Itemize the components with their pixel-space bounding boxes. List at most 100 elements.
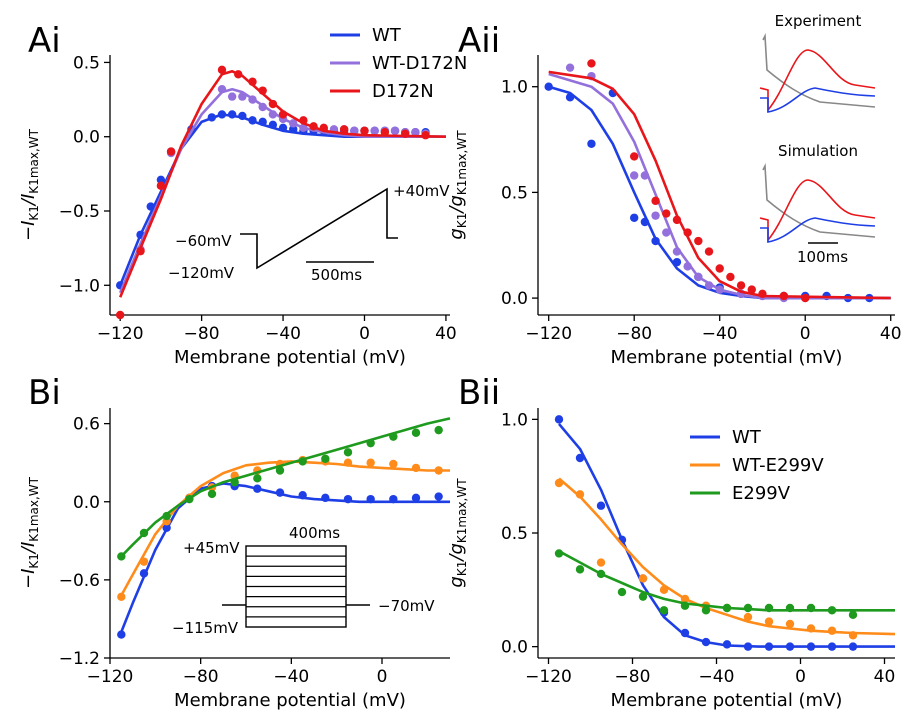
data-point-wt-d172n (390, 126, 400, 135)
legend-label: D172N (372, 81, 434, 102)
data-point-wt (722, 640, 732, 649)
data-point-wt (343, 494, 353, 504)
inset-trace-grey (762, 32, 876, 108)
y-tick-label: 0.5 (501, 524, 528, 544)
figure-annotations: −60mV −120mV +40mV 500ms Experiment Simulatio… (168, 12, 876, 637)
data-point-wt (565, 93, 575, 102)
data-point-wt-e299v (575, 490, 585, 499)
y-axis-label: −IK1/IK1max,WT (18, 128, 41, 241)
data-point-wt (156, 175, 166, 184)
x-axis-label: Membrane potential (mV) (611, 690, 843, 711)
series-line-wt (120, 482, 450, 633)
inset-trace-grey (762, 162, 876, 238)
data-point-wt (389, 494, 398, 504)
y-tick-label: 0.6 (73, 415, 100, 435)
data-point-wt-d172n (640, 171, 650, 180)
data-point-wt (848, 642, 858, 651)
ramp-protocol-trace (240, 187, 398, 270)
y-label-sub1: K1 (455, 561, 469, 577)
data-point-wt-e299v (659, 585, 669, 595)
panel-label: Aii (458, 21, 500, 61)
data-point-wt (321, 493, 330, 503)
legend-label: WT-E299V (732, 455, 824, 476)
protocol-bottom-label: −115mV (172, 619, 239, 637)
protocol-label-start: −120mV (168, 264, 235, 282)
panel-bi: Bi −120 −80 −40 0 0.6 0.0 −0.6 −1.2 Membrane pote… (18, 373, 451, 711)
data-point-wt-d172n (299, 123, 308, 132)
data-point-wt (785, 642, 795, 651)
y-tick-label: −0.6 (59, 571, 100, 591)
data-point-wt (275, 488, 285, 497)
data-point-wt-d172n (411, 128, 420, 137)
inset-trace-red (759, 179, 876, 243)
data-point-wt (207, 113, 216, 122)
x-axis-label: Membrane potential (mV) (611, 347, 843, 368)
data-point-d172n (319, 123, 328, 132)
data-point-d172n (704, 247, 714, 256)
data-point-wt (366, 494, 375, 504)
data-point-d172n (299, 116, 308, 125)
data-point-d172n (779, 291, 789, 301)
legend-label: WT-D172N (372, 53, 467, 74)
series-line-e299v (558, 550, 895, 612)
data-point-wt-e299v (554, 478, 564, 488)
data-point-wt (227, 110, 237, 119)
data-point-d172n (715, 264, 724, 273)
data-point-e299v (389, 432, 398, 441)
data-point-e299v (596, 569, 606, 579)
legend-label: WT (372, 25, 402, 46)
data-point-wt (743, 642, 753, 651)
data-point-e299v (722, 603, 732, 613)
data-point-wt-d172n (227, 92, 237, 101)
data-point-wt-d172n (704, 281, 714, 290)
data-point-e299v (617, 587, 627, 597)
series-line-d172n (118, 70, 446, 298)
data-point-wt-e299v (366, 458, 375, 467)
data-point-d172n (380, 128, 390, 137)
data-point-d172n (736, 281, 746, 290)
data-point-e299v (764, 603, 774, 613)
y-axis-label: gK1/gK1max,WT (446, 478, 469, 588)
data-point-wt-e299v (806, 624, 816, 633)
x-tick-label: −120 (525, 324, 572, 344)
data-point-d172n (651, 196, 660, 206)
protocol-hold-label: −70mV (378, 597, 435, 615)
data-point-d172n (694, 236, 703, 246)
data-point-wt-d172n (683, 262, 692, 271)
data-point-e299v (659, 606, 669, 615)
x-tick-label: −120 (87, 667, 134, 687)
panel-label: Bi (28, 373, 61, 413)
inset-title: Simulation (778, 142, 858, 160)
data-point-d172n (726, 272, 735, 282)
y-tick-label: −1.0 (59, 276, 100, 296)
data-point-e299v (253, 474, 262, 483)
data-point-d172n (401, 129, 410, 138)
y-label-sub2: K1max,WT (455, 130, 469, 195)
y-tick-label: 0.0 (73, 493, 100, 513)
data-point-wt (554, 415, 564, 424)
data-point-wt (672, 257, 682, 267)
y-tick-label: 0.0 (501, 638, 528, 658)
panel-ai: Ai −120 −80 −40 0 40 0.5 0.0 −0.5 −1.0 Membrane po… (18, 21, 467, 368)
data-point-wt (268, 120, 278, 130)
legend-label: WT (732, 427, 762, 448)
data-point-wt-d172n (238, 92, 247, 101)
data-point-wt (596, 501, 606, 510)
data-point-d172n (309, 122, 318, 131)
x-tick-label: 0 (800, 324, 811, 344)
x-tick-label: −120 (525, 667, 572, 687)
data-point-wt-d172n (662, 228, 671, 237)
data-point-wt (587, 139, 596, 148)
data-point-wt (640, 217, 650, 227)
y-label-main: −I (18, 221, 39, 241)
y-label-slash: /I (18, 542, 39, 555)
data-point-wt-e299v (680, 594, 690, 604)
y-label-sub2: K1max,WT (27, 128, 41, 193)
data-point-wt-e299v (596, 558, 606, 567)
data-point-e299v (554, 549, 564, 558)
data-point-wt (629, 213, 639, 222)
data-point-e299v (743, 603, 753, 613)
y-tick-label: −0.5 (59, 202, 100, 222)
panel-aii: Aii −120 −80 −40 0 40 1.0 0.5 0.0 Membrane potent… (446, 21, 902, 368)
data-point-wt (117, 630, 126, 639)
